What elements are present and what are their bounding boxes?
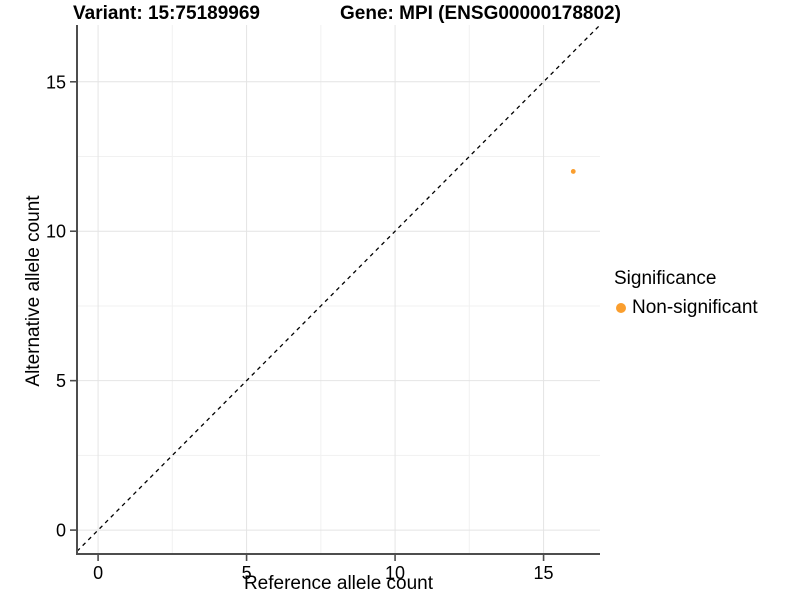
y-tick-label: 15 xyxy=(46,72,66,92)
non-significant-point-icon xyxy=(616,303,626,313)
x-tick-label: 10 xyxy=(385,563,405,583)
data-point xyxy=(570,169,576,174)
x-tick-label: 5 xyxy=(242,563,252,583)
y-axis-label: Alternative allele count xyxy=(23,195,44,387)
x-tick-label: 0 xyxy=(93,563,103,583)
legend-title: Significance xyxy=(614,268,717,289)
legend: Significance Non-significant xyxy=(614,268,758,319)
identity-line xyxy=(76,24,601,552)
x-axis-label: Reference allele count xyxy=(243,573,434,594)
legend-item: Non-significant xyxy=(614,297,758,319)
x-tick-label: 15 xyxy=(534,563,554,583)
y-tick-label: 0 xyxy=(56,521,66,541)
gene-title: Gene: MPI (ENSG00000178802) xyxy=(340,3,621,24)
variant-title: Variant: 15:75189969 xyxy=(73,3,260,24)
legend-item-label: Non-significant xyxy=(632,297,758,318)
y-tick-label: 10 xyxy=(46,222,66,242)
y-tick-label: 5 xyxy=(56,371,66,391)
